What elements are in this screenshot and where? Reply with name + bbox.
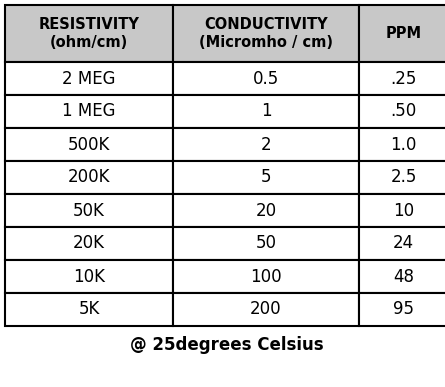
Bar bbox=[5, 5, 173, 62]
Text: 20K: 20K bbox=[73, 235, 105, 252]
Text: 1.0: 1.0 bbox=[390, 135, 417, 154]
Bar bbox=[5, 260, 173, 293]
Text: 95: 95 bbox=[393, 300, 414, 319]
Bar bbox=[5, 227, 173, 260]
Text: .25: .25 bbox=[390, 70, 417, 87]
Text: RESISTIVITY
(ohm/cm): RESISTIVITY (ohm/cm) bbox=[39, 17, 139, 50]
Text: 100: 100 bbox=[250, 267, 282, 286]
Bar bbox=[5, 161, 173, 194]
Text: .50: .50 bbox=[390, 103, 417, 120]
Text: 200: 200 bbox=[250, 300, 282, 319]
Text: 24: 24 bbox=[393, 235, 414, 252]
Text: 1 MEG: 1 MEG bbox=[62, 103, 116, 120]
Bar bbox=[5, 194, 173, 227]
Text: 2 MEG: 2 MEG bbox=[62, 70, 116, 87]
Text: 50: 50 bbox=[255, 235, 276, 252]
Bar bbox=[173, 5, 359, 62]
Bar bbox=[359, 260, 445, 293]
Text: 50K: 50K bbox=[73, 202, 105, 219]
Bar bbox=[173, 227, 359, 260]
Text: 0.5: 0.5 bbox=[253, 70, 279, 87]
Bar bbox=[173, 95, 359, 128]
Bar bbox=[173, 194, 359, 227]
Text: 2: 2 bbox=[261, 135, 271, 154]
Bar bbox=[173, 62, 359, 95]
Text: 20: 20 bbox=[255, 202, 276, 219]
Text: 48: 48 bbox=[393, 267, 414, 286]
Bar bbox=[359, 194, 445, 227]
Bar bbox=[359, 293, 445, 326]
Text: CONDUCTIVITY
(Micromho / cm): CONDUCTIVITY (Micromho / cm) bbox=[199, 17, 333, 50]
Text: 500K: 500K bbox=[68, 135, 110, 154]
Bar bbox=[359, 5, 445, 62]
Bar bbox=[5, 95, 173, 128]
Bar bbox=[359, 227, 445, 260]
Bar bbox=[5, 128, 173, 161]
Bar bbox=[359, 95, 445, 128]
Text: 5: 5 bbox=[261, 168, 271, 187]
Bar bbox=[173, 260, 359, 293]
Bar bbox=[359, 128, 445, 161]
Bar bbox=[5, 62, 173, 95]
Bar bbox=[359, 62, 445, 95]
Text: 2.5: 2.5 bbox=[390, 168, 417, 187]
Text: 200K: 200K bbox=[68, 168, 110, 187]
Text: 5K: 5K bbox=[78, 300, 100, 319]
Bar bbox=[359, 161, 445, 194]
Text: 10K: 10K bbox=[73, 267, 105, 286]
Bar bbox=[173, 161, 359, 194]
Text: @ 25degrees Celsius: @ 25degrees Celsius bbox=[129, 336, 324, 354]
Bar bbox=[173, 293, 359, 326]
Text: 10: 10 bbox=[393, 202, 414, 219]
Bar bbox=[5, 293, 173, 326]
Text: PPM: PPM bbox=[385, 26, 421, 41]
Text: 1: 1 bbox=[261, 103, 271, 120]
Bar bbox=[173, 128, 359, 161]
